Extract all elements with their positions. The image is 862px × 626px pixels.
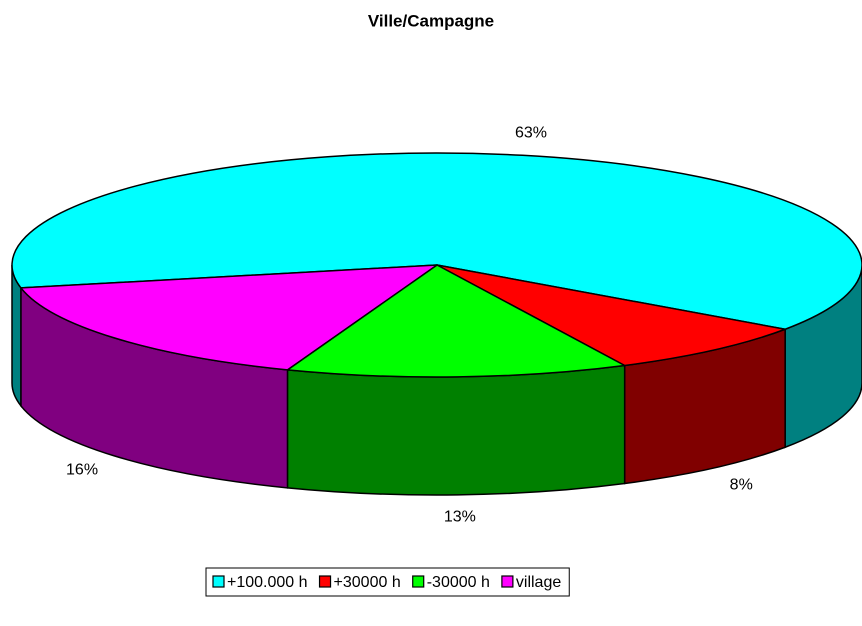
chart-title: Ville/Campagne xyxy=(368,11,494,30)
legend-label: village xyxy=(516,574,561,591)
legend-label: -30000 h xyxy=(427,574,490,591)
legend-label: +30000 h xyxy=(334,574,401,591)
legend-swatch xyxy=(501,575,514,588)
data-label: 63% xyxy=(515,125,547,142)
data-label: 8% xyxy=(730,476,753,493)
legend-swatch xyxy=(412,575,425,588)
slice-side xyxy=(286,364,626,496)
legend-swatch xyxy=(212,575,225,588)
data-label: 13% xyxy=(444,508,476,525)
data-label: 16% xyxy=(66,462,98,479)
slice-top xyxy=(20,264,438,371)
slice-top xyxy=(436,264,786,367)
legend-label: +100.000 h xyxy=(227,574,308,591)
slice-top xyxy=(286,264,626,378)
legend-swatch xyxy=(318,575,332,588)
